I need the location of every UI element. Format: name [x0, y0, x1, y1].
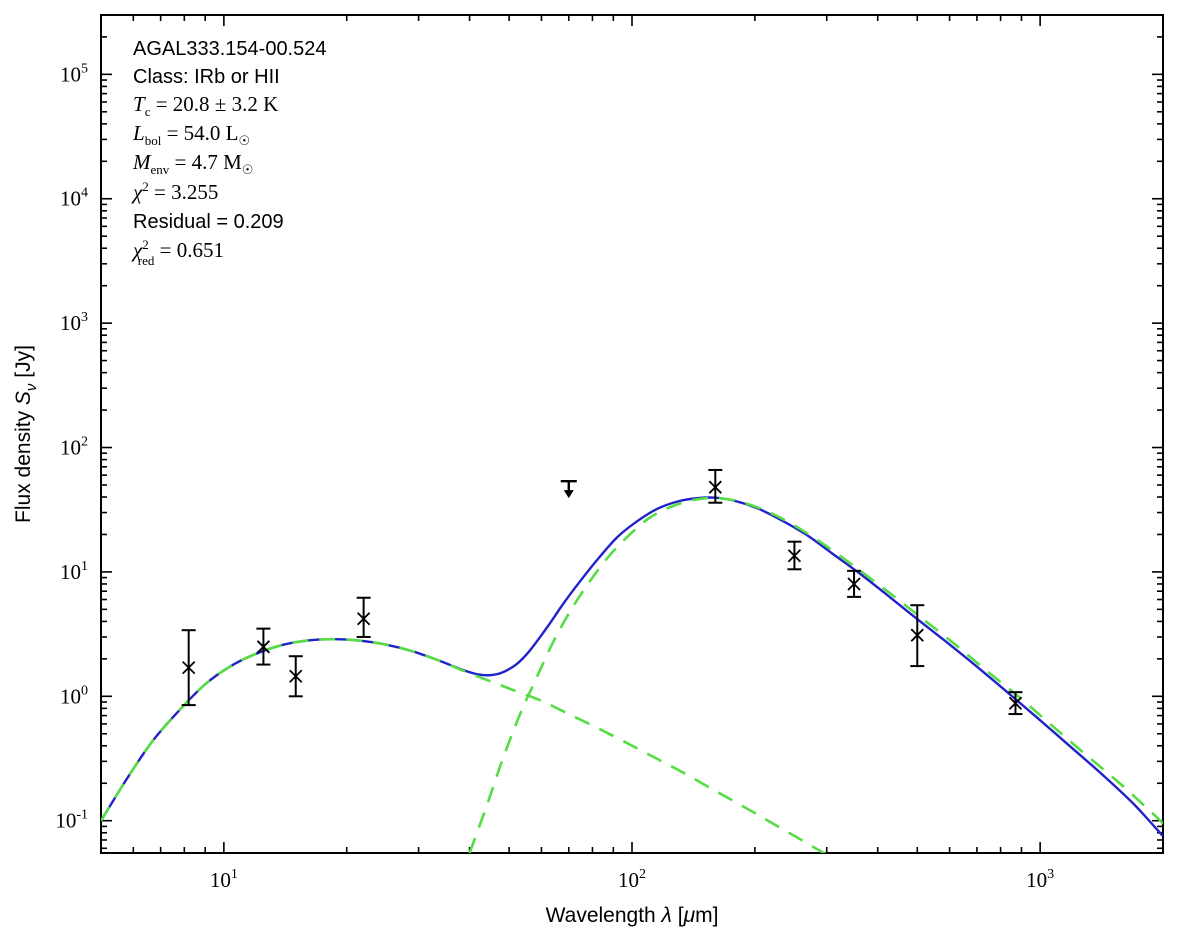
data-point — [910, 604, 925, 668]
annotation-menv: Menv = 4.7 M☉ — [132, 150, 253, 177]
annotation-chi2-red: χ2 red = 0.651 — [131, 237, 224, 268]
y-tick-label: 104 — [60, 186, 88, 211]
y-tick-label: 103 — [60, 310, 88, 335]
curve-warm-component — [101, 637, 827, 853]
y-axis-title: Flux density Sν [Jy] — [12, 345, 40, 523]
x-tick-label: 102 — [618, 867, 646, 892]
data-point — [181, 629, 196, 707]
y-tick-label: 101 — [60, 559, 88, 584]
x-tick-label: 101 — [210, 867, 238, 892]
data-point — [1008, 691, 1023, 716]
data-points — [181, 468, 1023, 716]
data-point — [787, 540, 802, 571]
data-point — [256, 627, 271, 666]
annotation-tc: Tc = 20.8 ± 3.2 K — [133, 92, 278, 119]
data-point — [708, 468, 723, 504]
data-point — [288, 655, 303, 698]
axis-tick-labels: 101 102 103 10-1 100 101 102 103 104 105 — [55, 61, 1054, 892]
y-tick-label: 100 — [60, 683, 88, 708]
y-tick-label: 105 — [60, 61, 88, 86]
fit-curves — [101, 496, 1163, 853]
x-tick-label: 103 — [1026, 867, 1054, 892]
data-point — [356, 596, 371, 638]
annotation-residual: Residual = 0.209 — [133, 211, 284, 233]
y-tick-label: 10-1 — [55, 808, 88, 833]
axis-ticks — [100, 14, 1164, 853]
annotation-source: AGAL333.154-00.524 — [133, 38, 327, 60]
y-tick-label: 102 — [60, 435, 88, 460]
annotation-lbol: Lbol = 54.0 L☉ — [132, 121, 250, 148]
curve-cold-component — [468, 496, 1163, 853]
annotation-chi2: χ2 = 3.255 — [131, 179, 218, 204]
data-point — [847, 569, 862, 598]
annotation-block: AGAL333.154-00.524 Class: IRb or HII Tc … — [131, 38, 327, 268]
x-axis-title: Wavelength λ [μm] — [546, 904, 719, 927]
upper-limit-marker — [560, 479, 577, 499]
annotation-class: Class: IRb or HII — [133, 66, 280, 88]
